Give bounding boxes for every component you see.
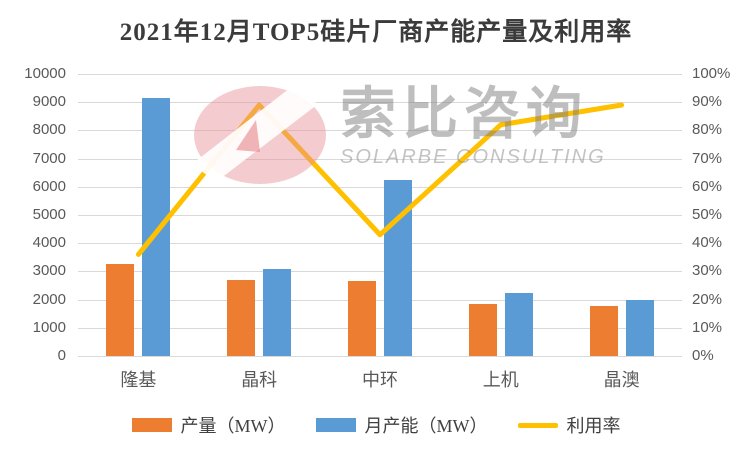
gridline	[78, 186, 682, 188]
bar-capacity-shangji	[504, 292, 533, 356]
gridline	[78, 74, 682, 75]
utilization-line	[135, 102, 625, 257]
y-left-tick-label: 9000	[32, 93, 66, 111]
y-right-tick-label: 90%	[692, 93, 723, 111]
y-right-tick-label: 20%	[692, 290, 723, 308]
category-label-zhonghuan: 中环	[362, 370, 398, 390]
chart-title: 2021年12月TOP5硅片厂商产能产量及利用率	[119, 19, 633, 46]
category-label-jinko: 晶科	[241, 370, 278, 390]
capacity-swatch-icon	[315, 418, 356, 432]
y-left-tick-label: 6000	[32, 177, 66, 195]
plot-area	[78, 74, 682, 357]
bar-production-jinko	[227, 279, 256, 356]
y-left-tick-label: 5000	[32, 206, 66, 223]
y-left-tick-label: 2000	[32, 290, 66, 308]
y-right-tick-label: 10%	[692, 318, 723, 336]
bar-production-jingao	[589, 305, 618, 356]
category-label-jingao: 晶澳	[603, 370, 640, 390]
y-right-tick-label: 40%	[692, 234, 723, 252]
legend-capacity: 月产能（MW）	[315, 412, 488, 438]
y-right-tick-label: 50%	[692, 206, 723, 223]
legend-production-label: 产量（MW）	[180, 416, 286, 436]
gridline	[78, 271, 682, 273]
bar-production-zhonghuan	[348, 281, 376, 356]
legend-capacity-label: 月产能（MW）	[364, 416, 488, 436]
y-right-tick-label: 60%	[692, 177, 723, 195]
y-left-tick-label: 1000	[32, 318, 66, 336]
production-swatch-icon	[131, 418, 172, 432]
category-label-longji: 隆基	[120, 370, 157, 390]
y-right-tick-label: 70%	[692, 149, 723, 167]
utilization-line-swatch-icon	[517, 422, 558, 428]
bar-production-longji	[106, 264, 135, 356]
gridline	[78, 299, 682, 301]
bar-capacity-longji	[142, 97, 171, 356]
y-left-tick-label: 10000	[24, 65, 66, 82]
y-left-tick-label: 3000	[32, 262, 66, 280]
legend: 产量（MW） 月产能（MW） 利用率	[0, 412, 752, 438]
bar-capacity-jingao	[625, 299, 654, 356]
legend-utilization-label: 利用率	[566, 416, 621, 436]
legend-production: 产量（MW）	[131, 412, 286, 438]
y-left-tick-label: 4000	[32, 234, 66, 252]
gridline	[78, 102, 682, 104]
gridline	[78, 130, 682, 132]
gridline	[78, 158, 682, 160]
gridline	[78, 327, 682, 329]
y-left-tick-label: 8000	[32, 121, 66, 139]
gridline	[78, 215, 682, 216]
gridline	[78, 243, 682, 245]
y-right-tick-label: 0%	[692, 347, 714, 364]
gridline	[78, 356, 682, 357]
y-right-tick-label: 100%	[692, 65, 731, 82]
y-right-tick-label: 30%	[692, 262, 723, 280]
category-label-shangji: 上机	[482, 370, 519, 390]
legend-utilization: 利用率	[517, 412, 621, 438]
y-left-tick-label: 0	[57, 347, 66, 364]
bar-production-shangji	[468, 303, 497, 356]
y-right-tick-label: 80%	[692, 121, 723, 139]
bar-capacity-jinko	[263, 269, 292, 356]
y-left-tick-label: 7000	[32, 149, 66, 167]
